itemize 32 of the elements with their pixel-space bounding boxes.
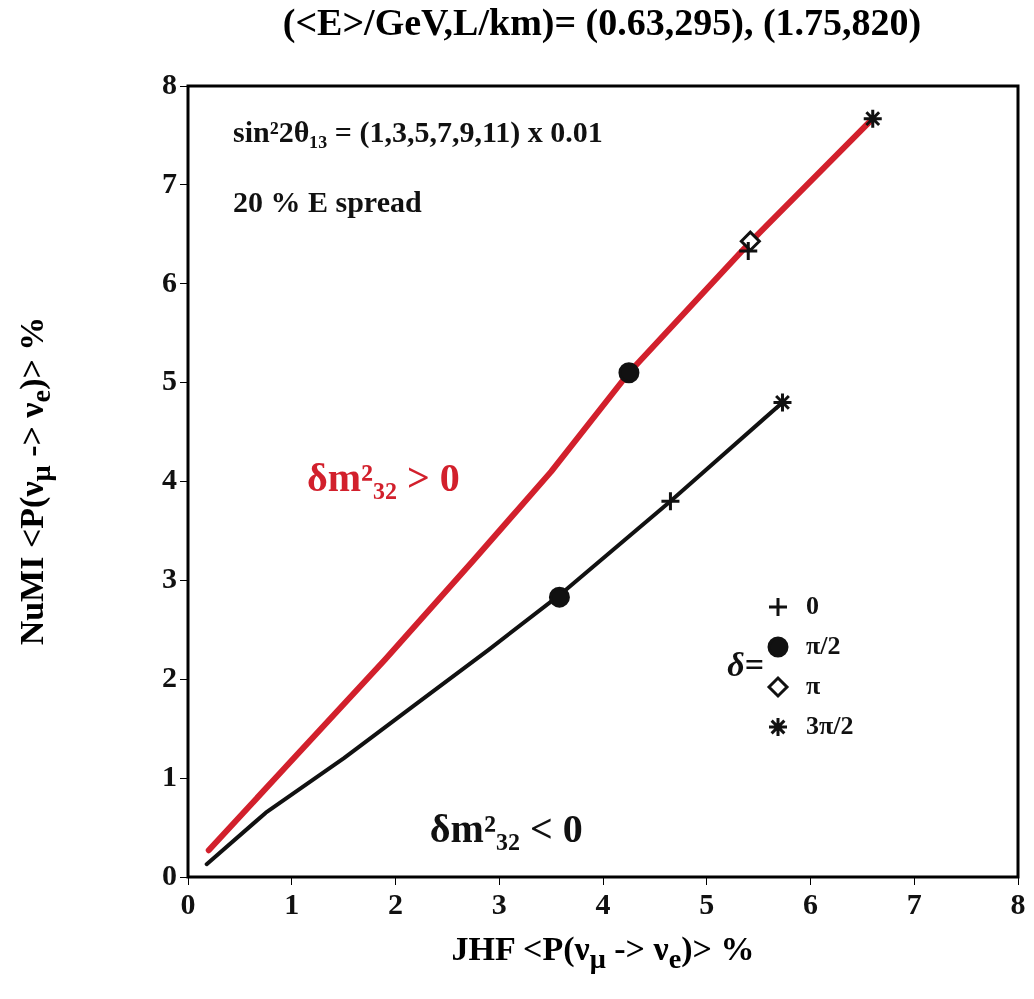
point [771,391,793,413]
y-tick-label: 5 [162,363,177,397]
x-tick-label: 1 [284,886,300,920]
point [862,108,884,130]
legend-title: δ= [727,645,764,683]
series-label: δm²₃₂ > 0 [306,454,460,500]
x-tick-label: 7 [906,886,922,920]
annotation: 20 % E spread [233,184,422,218]
legend-label: π [806,670,821,700]
y-tick-label: 6 [162,264,177,298]
y-tick-label: 2 [162,660,177,693]
legend-label: π/2 [806,630,841,660]
text: δm²₃₂ < 0 [429,806,583,852]
x-tick-label: 4 [595,886,611,920]
x-tick-label: 2 [388,886,403,920]
y-tick-label: 1 [162,758,177,792]
x-tick-label: 6 [803,886,818,920]
x-tick-label: 5 [699,886,715,920]
y-tick-label: 0 [162,857,177,891]
legend-label: 3π/2 [806,710,854,740]
point [618,362,640,384]
annotation: sin²2θ₁₃ = (1,3,5,7,9,11) x 0.01 [233,114,603,149]
y-tick-label: 7 [162,165,177,199]
x-axis-title: JHF <P(ν$_{μ}$ -> ν$_{e}$)> % [450,930,756,975]
x-tick-label: 8 [1010,886,1026,920]
y-tick-label: 3 [162,561,177,595]
legend-label: 0 [806,590,819,620]
x-tick-label: 3 [491,886,507,920]
y-tick-label: 8 [162,66,177,100]
point [548,586,570,608]
chart-title: (<E>/GeV,L/km)= (0.63,295), (1.75,820) [281,0,923,44]
y-tick-label: 4 [162,462,177,496]
